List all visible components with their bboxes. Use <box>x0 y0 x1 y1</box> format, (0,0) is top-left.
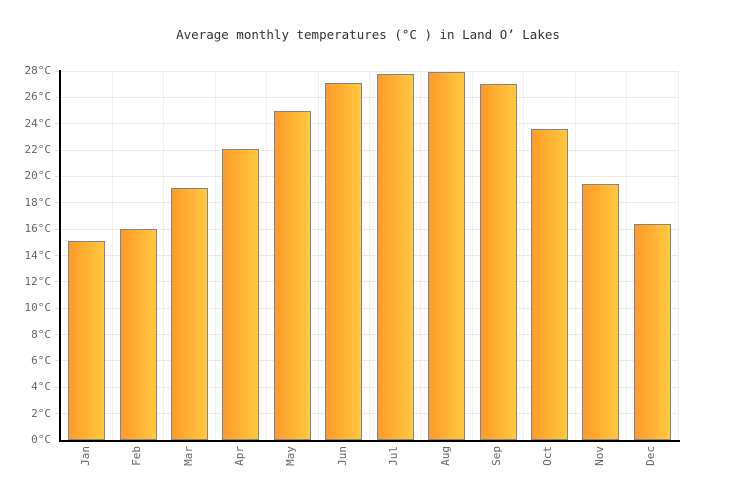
x-axis-label-text: Jan <box>78 446 92 466</box>
y-axis-tick-label: 8°C <box>31 327 51 341</box>
x-axis-label-nov: Nov <box>593 446 609 469</box>
bar-dec[interactable] <box>633 223 671 440</box>
x-axis-label-text: Mar <box>181 446 195 466</box>
y-axis-tick <box>55 149 59 151</box>
gridline-vertical <box>574 71 576 440</box>
x-axis-label-mar: Mar <box>182 446 198 469</box>
bar-oct[interactable] <box>530 129 568 440</box>
y-axis-tick <box>55 96 59 98</box>
y-axis-tick <box>55 281 59 283</box>
bar-jun[interactable] <box>325 82 363 440</box>
x-axis-label-text: Apr <box>232 446 246 466</box>
x-axis-label-aug: Aug <box>439 446 455 469</box>
bar-may[interactable] <box>273 110 311 440</box>
x-axis-label-sep: Sep <box>490 446 506 469</box>
y-axis-tick-label: 16°C <box>24 222 52 236</box>
y-axis-tick <box>55 70 59 72</box>
x-axis-label-feb: Feb <box>130 446 146 469</box>
gridline-vertical <box>626 71 628 440</box>
bar-jan[interactable] <box>68 241 106 440</box>
y-axis-tick-label: 28°C <box>24 64 52 77</box>
x-axis-label-text: May <box>284 446 298 466</box>
y-axis-tick <box>55 202 59 204</box>
x-axis-label-dec: Dec <box>644 446 660 469</box>
y-axis-tick-label: 14°C <box>24 248 52 262</box>
bar-jul[interactable] <box>376 73 414 440</box>
gridline-vertical <box>523 71 525 440</box>
gridline-vertical <box>214 71 216 440</box>
bar-aug[interactable] <box>428 72 466 440</box>
y-axis-tick <box>55 255 59 256</box>
x-axis-label-oct: Oct <box>541 446 557 469</box>
x-axis-label-text: Aug <box>438 446 452 466</box>
x-axis-label-text: Jul <box>387 446 401 466</box>
gridline-vertical <box>420 71 422 440</box>
bar-mar[interactable] <box>171 188 209 440</box>
plot-area <box>61 70 679 440</box>
y-axis-tick-label: 2°C <box>31 406 51 420</box>
x-axis-label-text: Oct <box>541 446 555 466</box>
y-axis-tick-label: 12°C <box>24 274 52 288</box>
x-axis-label-text: Nov <box>592 446 606 466</box>
bar-sep[interactable] <box>479 84 517 440</box>
y-axis-tick-label: 0°C <box>31 433 51 446</box>
y-axis-tick <box>55 413 59 415</box>
y-axis-line <box>59 70 61 441</box>
gridline-vertical <box>317 71 319 440</box>
y-axis-tick-label: 6°C <box>31 353 51 367</box>
y-axis-tick <box>55 228 59 230</box>
bar-apr[interactable] <box>222 148 260 440</box>
gridline-vertical <box>369 71 370 440</box>
x-axis-label-jun: Jun <box>336 446 352 469</box>
x-axis-label-jan: Jan <box>79 446 95 469</box>
x-axis-label-jul: Jul <box>387 446 403 469</box>
y-axis-tick <box>55 360 59 362</box>
y-axis-tick-label: 22°C <box>24 143 52 157</box>
x-axis-label-may: May <box>284 446 300 469</box>
gridline-vertical <box>677 71 679 440</box>
y-axis-tick-label: 24°C <box>24 116 52 130</box>
y-axis-tick-label: 26°C <box>24 90 52 104</box>
x-axis-label-text: Feb <box>130 446 144 466</box>
bar-feb[interactable] <box>119 229 157 440</box>
y-axis-tick <box>55 386 59 388</box>
bar-nov[interactable] <box>582 184 620 440</box>
x-axis-label-text: Dec <box>644 446 658 466</box>
x-axis-label-text: Sep <box>490 446 504 466</box>
y-axis-tick <box>55 123 59 125</box>
y-axis-tick-label: 20°C <box>24 169 52 183</box>
y-axis-tick <box>55 175 59 177</box>
x-axis-label-apr: Apr <box>233 446 249 469</box>
y-axis-tick-label: 18°C <box>24 195 52 209</box>
y-axis-tick <box>55 334 59 336</box>
chart-title: Average monthly temperatures (°C ) in La… <box>176 27 560 42</box>
x-axis-label-text: Jun <box>335 446 349 466</box>
gridline-vertical <box>471 71 473 440</box>
x-axis-line <box>59 440 680 442</box>
y-axis-tick-label: 10°C <box>24 301 52 315</box>
y-axis-tick-label: 4°C <box>31 380 51 394</box>
gridline-vertical <box>163 71 165 440</box>
gridline-vertical <box>266 71 268 440</box>
gridline-vertical <box>111 71 113 440</box>
y-axis-tick <box>55 307 59 309</box>
